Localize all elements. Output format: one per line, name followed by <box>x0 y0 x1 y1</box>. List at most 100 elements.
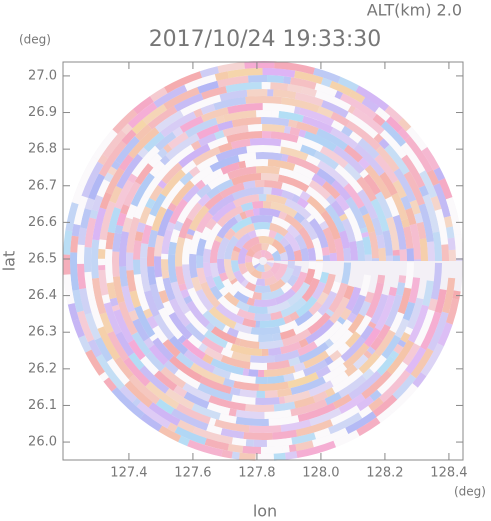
echo-cell <box>134 231 144 242</box>
echo-cell <box>421 147 440 171</box>
echo-cell <box>268 229 278 239</box>
echo-cell <box>280 267 294 284</box>
echo-cell <box>254 285 271 294</box>
echo-cell <box>261 287 285 301</box>
echo-cell <box>375 191 393 219</box>
echo-cell <box>96 179 110 198</box>
echo-cell <box>155 398 175 415</box>
echo-cell <box>205 322 216 332</box>
echo-cell <box>317 290 338 316</box>
echo-cell <box>186 202 203 221</box>
x-tick-label: 128.4 <box>430 466 467 481</box>
echo-cell <box>99 371 109 382</box>
echo-cell <box>326 194 336 205</box>
echo-cell <box>300 144 317 157</box>
echo-cell <box>77 227 87 246</box>
echo-cell <box>273 263 288 282</box>
echo-cell <box>299 107 335 127</box>
echo-cell <box>369 389 382 402</box>
echo-cell <box>279 251 288 261</box>
echo-cell <box>218 272 229 282</box>
echo-cell <box>198 133 217 147</box>
echo-cell <box>409 199 421 215</box>
echo-cell <box>172 126 184 138</box>
echo-cell <box>356 395 374 412</box>
echo-cell <box>370 198 390 232</box>
echo-cell <box>358 405 373 419</box>
echo-cell <box>248 74 268 83</box>
echo-cell <box>345 111 379 139</box>
echo-cell <box>338 393 366 414</box>
echo-cell <box>274 349 300 363</box>
echo-cell <box>298 129 307 138</box>
echo-cell <box>245 255 253 263</box>
echo-cell <box>258 235 275 246</box>
echo-cell <box>231 117 262 128</box>
echo-cell <box>128 127 160 159</box>
echo-cell <box>270 262 281 275</box>
echo-cell <box>379 369 411 403</box>
echo-cell <box>128 374 160 405</box>
echo-cell <box>170 228 181 243</box>
echo-cell <box>278 110 304 123</box>
echo-cell <box>427 311 449 352</box>
echo-cell <box>103 172 114 183</box>
echo-cell <box>128 339 146 361</box>
echo-cell <box>207 136 229 150</box>
echo-cell <box>352 107 385 135</box>
echo-cell <box>292 369 306 380</box>
echo-cell <box>80 208 92 229</box>
echo-cell <box>121 285 136 313</box>
echo-cell <box>129 290 141 308</box>
echo-cell <box>305 319 335 345</box>
echo-cell <box>162 339 181 358</box>
echo-cell <box>132 96 154 115</box>
echo-cell <box>197 382 233 402</box>
echo-cell <box>114 224 124 234</box>
echo-cell <box>283 315 293 325</box>
echo-cell <box>238 263 248 275</box>
echo-cell <box>149 333 158 342</box>
echo-cell <box>362 368 375 381</box>
echo-cell <box>264 180 283 190</box>
echo-cell <box>181 160 197 175</box>
echo-cell <box>92 207 107 241</box>
echo-cell <box>288 259 296 261</box>
echo-cell <box>255 263 265 272</box>
echo-cell <box>119 385 137 403</box>
echo-cell <box>330 281 341 294</box>
echo-cell <box>400 332 411 343</box>
echo-cell <box>152 325 168 344</box>
echo-cell <box>177 193 202 224</box>
echo-cell <box>254 179 265 188</box>
echo-cell <box>301 86 318 97</box>
echo-cell <box>102 129 127 159</box>
echo-cell <box>217 75 249 88</box>
echo-cell <box>272 429 298 440</box>
echo-cell <box>420 311 442 351</box>
echo-cell <box>106 358 130 386</box>
echo-cell <box>264 409 292 419</box>
echo-cell <box>148 344 169 366</box>
echo-cell <box>107 331 129 362</box>
echo-cell <box>361 231 370 238</box>
echo-cell <box>215 115 225 125</box>
echo-cell <box>198 342 208 353</box>
echo-cell <box>155 131 177 151</box>
echo-cell <box>189 230 203 255</box>
echo-cell <box>242 271 258 285</box>
echo-cell <box>284 243 295 261</box>
echo-cell <box>266 437 293 447</box>
echo-cell <box>355 85 390 112</box>
echo-cell <box>448 249 457 261</box>
echo-cell <box>324 356 334 366</box>
x-tick-label: 127.6 <box>174 466 211 481</box>
echo-cell <box>231 351 251 363</box>
echo-cell <box>238 152 257 162</box>
echo-cell <box>345 286 362 312</box>
echo-cell <box>291 194 301 204</box>
echo-cell <box>267 375 285 384</box>
echo-cell <box>313 320 343 348</box>
echo-cell <box>267 159 296 171</box>
echo-cell <box>406 126 422 144</box>
